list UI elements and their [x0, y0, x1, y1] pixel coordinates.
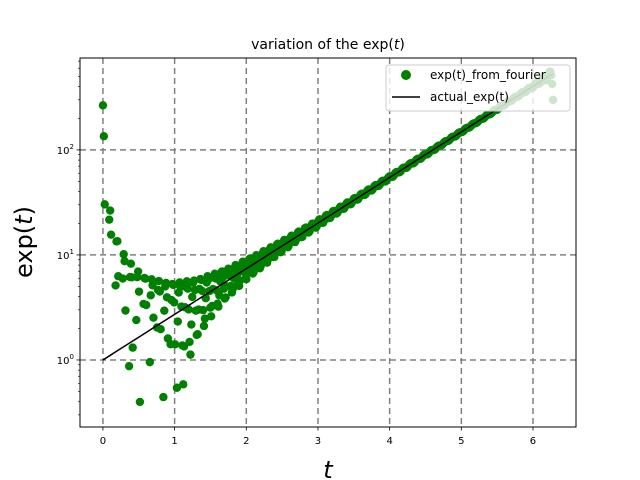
data-point [124, 361, 134, 371]
data-point [170, 298, 179, 307]
data-point [186, 350, 195, 359]
data-point [149, 313, 158, 322]
plot-data [98, 67, 558, 407]
data-point [172, 383, 182, 392]
data-point [132, 315, 141, 325]
data-point [98, 101, 108, 110]
data-point [141, 274, 150, 283]
data-point [133, 267, 143, 276]
x-tick-label: 6 [530, 436, 536, 447]
legend-label-fourier: exp(t)_from_fourier [430, 68, 546, 82]
plot-frame [79, 57, 577, 428]
data-point [198, 305, 208, 315]
data-point [182, 277, 192, 286]
data-point [154, 276, 164, 286]
data-point [146, 291, 155, 300]
axis-ticks: 0 1 2 3 4 5 6 100 101 102 [57, 60, 536, 447]
grid [80, 58, 576, 427]
legend-box [385, 64, 571, 112]
data-point [183, 284, 192, 293]
x-tick-label: 3 [315, 436, 321, 447]
data-point [185, 337, 194, 347]
data-point [145, 357, 155, 367]
data-point [99, 132, 109, 141]
data-point [187, 320, 196, 329]
data-point [189, 276, 199, 285]
y-tick-label: 101 [57, 248, 74, 262]
data-point [120, 257, 129, 266]
x-axis-label: t [323, 456, 334, 480]
legend-label-actual: actual_exp(t) [430, 90, 509, 104]
data-point [193, 330, 202, 339]
data-point [134, 287, 144, 296]
data-point [121, 306, 130, 315]
y-axis-label: exp(t) [10, 206, 38, 278]
data-point [221, 293, 230, 302]
x-tick-label: 2 [243, 436, 249, 447]
data-point [105, 215, 114, 224]
data-point [156, 324, 165, 334]
data-point [118, 274, 127, 283]
data-point [200, 314, 210, 323]
data-point [160, 306, 169, 315]
data-point [179, 380, 188, 389]
data-point [173, 317, 183, 326]
data-point [106, 230, 116, 239]
data-point [113, 237, 122, 246]
data-point [159, 392, 168, 402]
chart-title: variation of the exp(t) [251, 37, 405, 53]
data-point [170, 340, 180, 349]
data-point [135, 397, 145, 407]
data-point [128, 343, 137, 352]
data-point [105, 206, 115, 215]
x-tick-label: 0 [100, 436, 106, 447]
data-point [197, 286, 207, 296]
series-line-actual-exp [102, 72, 554, 361]
y-tick-label: 102 [57, 143, 74, 157]
data-point [111, 281, 120, 290]
x-tick-label: 5 [458, 436, 464, 447]
data-point [199, 321, 209, 331]
data-point [155, 287, 164, 296]
data-point [100, 200, 109, 209]
data-point [119, 250, 128, 259]
x-tick-label: 4 [386, 436, 392, 447]
data-point [214, 302, 223, 311]
x-tick-label: 1 [171, 436, 177, 447]
data-point [188, 292, 197, 302]
data-point [249, 268, 258, 277]
y-tick-label: 100 [57, 353, 74, 367]
legend-marker-fourier [401, 70, 411, 80]
data-point [228, 284, 238, 293]
legend: exp(t)_from_fourier actual_exp(t) [385, 64, 571, 112]
data-point [169, 280, 178, 290]
data-point [142, 300, 151, 310]
data-point [206, 312, 216, 321]
data-point [161, 278, 171, 288]
data-point [126, 259, 136, 268]
